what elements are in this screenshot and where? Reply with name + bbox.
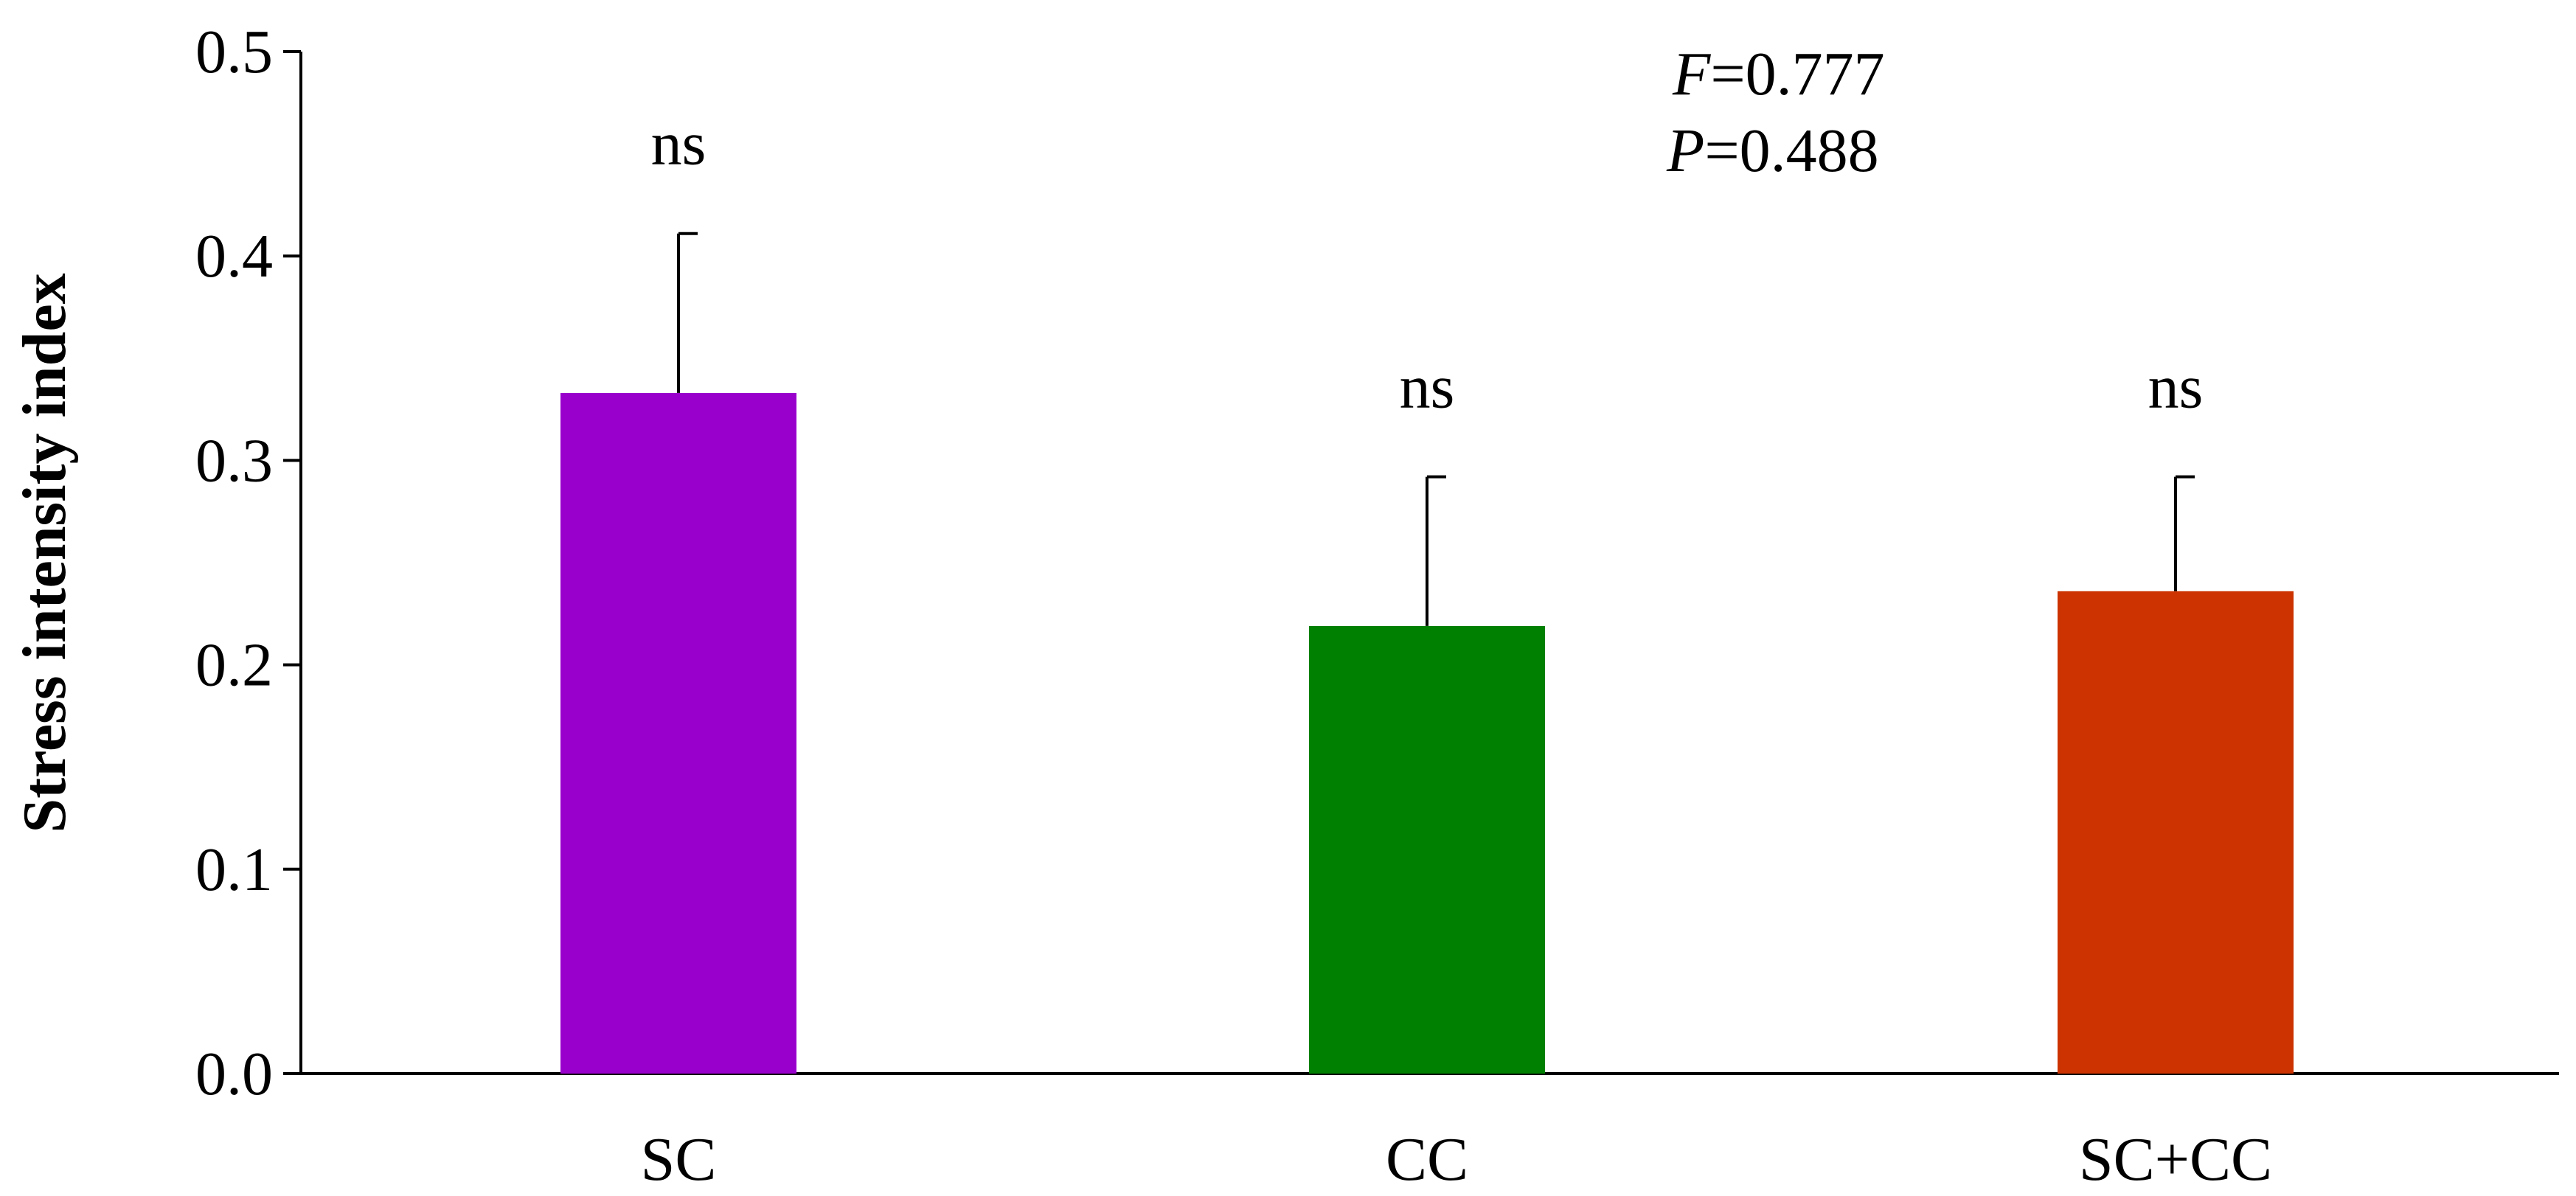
- f-value: =0.777: [1710, 40, 1884, 108]
- bar-cc: [1309, 625, 1545, 1074]
- significance-label: ns: [1400, 353, 1455, 422]
- y-tick-label: 0.5: [195, 18, 273, 86]
- y-tick-label: 0.3: [195, 426, 273, 495]
- error-bars: [677, 232, 2195, 626]
- category-label: SC+CC: [2079, 1125, 2272, 1194]
- significance-labels: ns ns ns: [651, 110, 2204, 422]
- p-value: =0.488: [1704, 117, 1878, 185]
- y-tick-label: 0.2: [195, 631, 273, 700]
- significance-label: ns: [651, 110, 707, 178]
- bar-sc-cc: [2058, 591, 2294, 1074]
- p-statistic: P=0.488: [1666, 117, 1879, 185]
- f-symbol: F: [1672, 40, 1712, 108]
- significance-label: ns: [2148, 353, 2204, 422]
- p-symbol: P: [1666, 117, 1704, 185]
- y-axis-title: Stress intensity index: [10, 273, 79, 832]
- y-tick-label: 0.0: [195, 1040, 273, 1108]
- bar-sc: [560, 392, 796, 1074]
- y-tick-label: 0.4: [195, 222, 273, 291]
- f-statistic: F=0.777: [1672, 40, 1885, 108]
- bars: [560, 392, 2294, 1074]
- category-label: CC: [1386, 1125, 1468, 1194]
- y-axis: 0.0 0.1 0.2 0.3 0.4 0.5: [195, 18, 302, 1108]
- y-tick-label: 0.1: [195, 835, 273, 904]
- category-labels: SC CC SC+CC: [641, 1125, 2272, 1194]
- category-label: SC: [641, 1125, 717, 1194]
